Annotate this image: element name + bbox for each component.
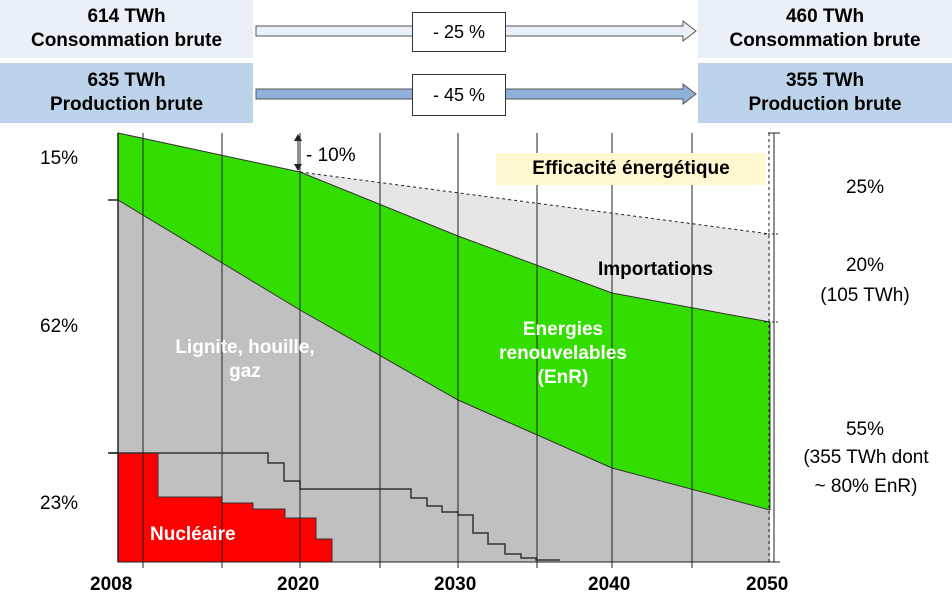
imports-label: Importations	[598, 259, 714, 280]
right-share-imports-twh: (105 TWh)	[820, 285, 910, 306]
x-tick-2020: 2020	[277, 574, 320, 595]
imports-area	[300, 172, 770, 322]
x-tick-2030: 2030	[434, 574, 477, 595]
x-tick-2050: 2050	[746, 574, 789, 595]
consumption-start-value: 614 TWh	[87, 6, 166, 27]
right-share-production: 55%	[845, 419, 885, 440]
production-end-label: Production brute	[748, 94, 902, 115]
production-start-value: 635 TWh	[87, 70, 166, 91]
right-share-production-enr: ~ 80% EnR)	[814, 476, 918, 497]
x-tick-2008: 2008	[90, 574, 133, 595]
arrow-head-up	[294, 134, 302, 141]
right-share-imports: 20%	[845, 255, 885, 276]
left-share-nuclear: 23%	[40, 493, 79, 514]
arrow-head-down	[294, 164, 302, 171]
fossil-label: Lignite, houille, gaz	[170, 336, 320, 384]
x-tick-2040: 2040	[588, 574, 631, 595]
left-share-fossil: 62%	[40, 316, 79, 337]
efficiency-dashed-line	[299, 171, 771, 235]
fossil-area	[118, 200, 770, 562]
right-share-production-twh: (355 TWh dont	[803, 447, 929, 468]
renewables-label: Energies renouvelables (EnR)	[478, 318, 648, 390]
right-share-efficiency: 25%	[845, 177, 885, 198]
production-change: - 45 %	[412, 74, 506, 116]
consumption-start-label: Consommation brute	[30, 30, 223, 51]
nuclear-area	[117, 452, 333, 563]
efficiency-2020-note: - 10%	[306, 145, 356, 166]
production-start-box: 635 TWh Production brute	[0, 63, 253, 123]
efficiency-label: Efficacité énergétique	[496, 153, 766, 185]
consumption-end-label: Consommation brute	[729, 30, 921, 51]
consumption-end-value: 460 TWh	[785, 6, 865, 27]
renewables-area	[117, 132, 771, 511]
fossil-label-text: Lignite, houille, gaz	[175, 337, 315, 382]
consumption-change: - 25 %	[412, 12, 506, 52]
production-start-label: Production brute	[49, 94, 204, 115]
production-end-value: 355 TWh	[785, 70, 865, 91]
consumption-end-box: 460 TWh Consommation brute	[698, 0, 952, 58]
left-share-renewables: 15%	[40, 148, 79, 169]
nuclear-label: Nucléaire	[150, 524, 236, 545]
renewables-label-text: Energies renouvelables (EnR)	[499, 319, 627, 388]
consumption-start-box: 614 TWh Consommation brute	[0, 0, 253, 58]
production-end-box: 355 TWh Production brute	[698, 63, 952, 123]
nuclear-phaseout-step-line	[110, 452, 560, 561]
